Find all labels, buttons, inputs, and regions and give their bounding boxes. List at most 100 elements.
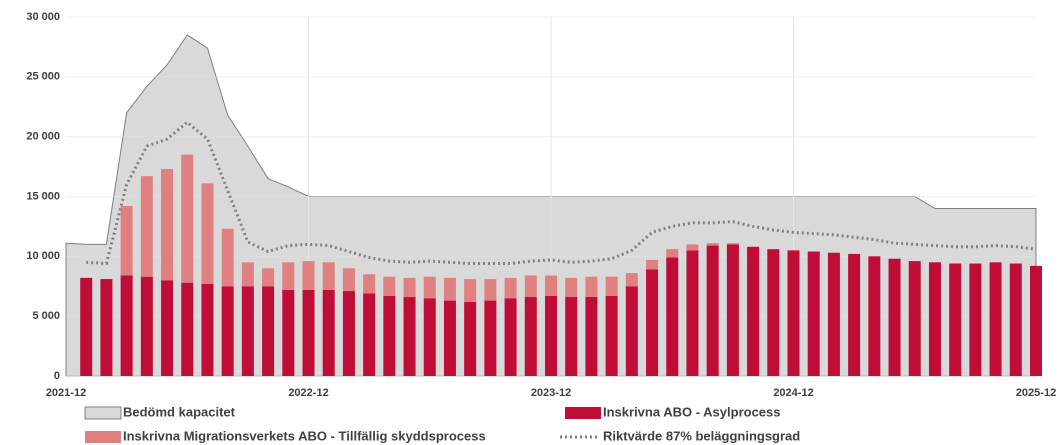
asylum-bar <box>545 295 557 376</box>
asylum-bar <box>524 297 537 376</box>
asylum-bar <box>403 297 416 376</box>
legend-label: Inskrivna ABO - Asylprocess <box>603 404 781 419</box>
asylum-bar <box>1030 265 1042 376</box>
asylum-bar <box>787 250 800 376</box>
y-tick-label: 5 000 <box>32 310 60 322</box>
asylum-bar <box>827 252 840 376</box>
temporary-bar <box>342 268 355 292</box>
temporary-bar <box>241 262 254 287</box>
asylum-bar <box>181 282 194 376</box>
y-tick-label: 15 000 <box>26 190 60 202</box>
asylum-bar <box>666 257 679 376</box>
temporary-bar <box>282 262 295 290</box>
temporary-bar <box>464 279 477 302</box>
asylum-bar <box>686 250 699 376</box>
legend-swatch <box>85 431 121 443</box>
temporary-bar <box>706 243 719 246</box>
asylum-bar <box>646 269 659 376</box>
asylum-bar <box>868 256 881 376</box>
y-tick-label: 30 000 <box>26 11 60 23</box>
temporary-bar <box>262 268 275 287</box>
asylum-bar <box>100 279 113 376</box>
temporary-bar <box>484 279 497 301</box>
y-tick-label: 25 000 <box>26 71 60 83</box>
asylum-bar <box>120 275 133 376</box>
x-tick-label: 2025-12 <box>1016 387 1056 399</box>
x-tick-label: 2021-12 <box>46 387 86 399</box>
temporary-bar <box>363 274 376 294</box>
asylum-bar <box>807 251 820 376</box>
legend-swatch <box>565 407 601 419</box>
asylum-bar <box>928 262 941 376</box>
temporary-bar <box>625 273 638 287</box>
temporary-bar <box>302 261 315 290</box>
asylum-bar <box>80 277 93 376</box>
asylum-bar <box>706 245 719 376</box>
asylum-bar <box>908 261 921 376</box>
asylum-bar <box>747 246 760 376</box>
asylum-bar <box>282 289 295 376</box>
legend-swatch <box>84 406 122 420</box>
temporary-bar <box>140 176 153 277</box>
temporary-bar <box>726 243 739 245</box>
asylum-bar <box>585 297 598 376</box>
temporary-bar <box>181 154 194 283</box>
target-line <box>86 120 1037 266</box>
temporary-bar <box>403 277 416 298</box>
asylum-bar <box>767 249 780 376</box>
temporary-bar <box>585 276 598 298</box>
asylum-bar <box>848 253 861 376</box>
asylum-bar <box>383 295 396 376</box>
asylum-bar <box>625 286 638 376</box>
temporary-bar <box>686 244 699 251</box>
asylum-bar <box>423 298 436 376</box>
legend-label: Bedömd kapacitet <box>123 404 236 419</box>
temporary-bar <box>201 183 214 284</box>
y-tick-label: 20 000 <box>26 131 60 143</box>
asylum-bar <box>342 291 355 376</box>
temporary-bar <box>383 276 396 296</box>
legend-label: Inskrivna Migrationsverkets ABO - Tillfä… <box>123 428 486 443</box>
temporary-bar <box>221 228 234 287</box>
temporary-bar <box>605 276 618 296</box>
temporary-bar <box>161 168 174 281</box>
asylum-bar <box>888 258 901 376</box>
temporary-bar <box>423 276 436 299</box>
asylum-bar <box>484 300 497 376</box>
asylum-bar <box>140 276 153 376</box>
asylum-bar <box>262 286 275 376</box>
x-tick-label: 2023-12 <box>531 387 571 399</box>
temporary-bar <box>565 277 578 298</box>
legend-label: Riktvärde 87% beläggningsgrad <box>603 428 800 443</box>
asylum-bar <box>726 244 739 376</box>
y-tick-label: 0 <box>54 370 60 382</box>
temporary-bar <box>443 277 456 301</box>
asylum-bar <box>565 297 578 376</box>
temporary-bar <box>504 277 517 299</box>
x-tick-label: 2024-12 <box>773 387 813 399</box>
temporary-bar <box>322 262 335 290</box>
asylum-bar <box>302 289 315 376</box>
asylum-bar <box>969 263 982 376</box>
temporary-bar <box>120 206 133 276</box>
y-tick-label: 10 000 <box>26 250 60 262</box>
temporary-bar <box>524 275 537 298</box>
temporary-bar <box>646 259 659 270</box>
asylum-bar <box>949 263 962 376</box>
asylum-bar <box>161 280 174 376</box>
temporary-bar <box>545 275 557 296</box>
asylum-bar <box>1009 263 1022 376</box>
asylum-bar <box>443 300 456 376</box>
x-tick-label: 2022-12 <box>288 387 328 399</box>
asylum-bar <box>989 262 1002 376</box>
temporary-bar <box>666 249 679 258</box>
asylum-bar <box>201 283 214 376</box>
asylum-bar <box>504 298 517 376</box>
asylum-bar <box>241 286 254 376</box>
asylum-bar <box>221 286 234 376</box>
asylum-bar <box>322 289 335 376</box>
asylum-bar <box>363 293 376 376</box>
asylum-bar <box>605 295 618 376</box>
asylum-bar <box>464 301 477 376</box>
